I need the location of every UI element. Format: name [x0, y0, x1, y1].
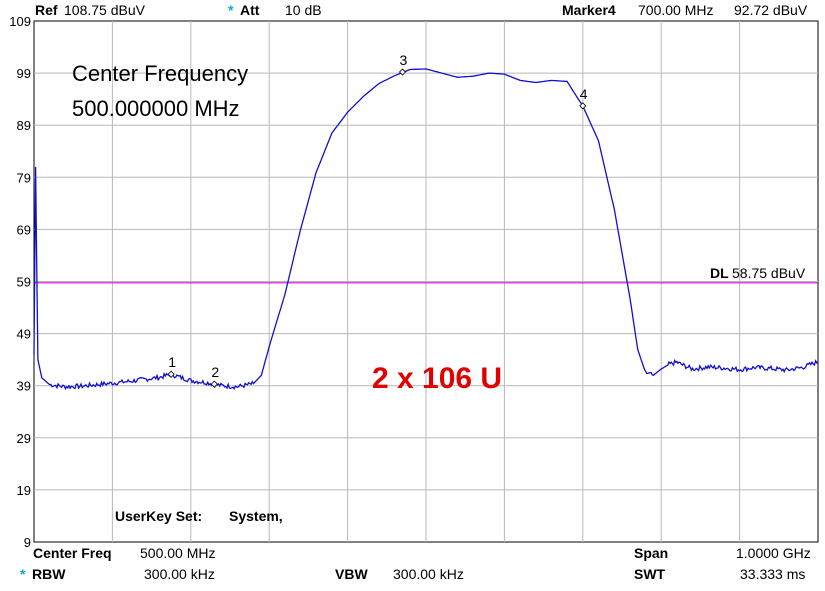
marker-1-label: 1	[168, 354, 176, 370]
vbw-label: VBW	[335, 566, 368, 582]
y-tick-label: 49	[17, 327, 31, 342]
marker-frequency: 700.00 MHz	[638, 2, 713, 18]
swt-label: SWT	[634, 566, 666, 582]
marker-2-label: 2	[211, 364, 219, 380]
y-tick-label: 59	[17, 275, 31, 290]
userkey-label: UserKey Set:	[115, 508, 202, 524]
marker-level: 92.72 dBuV	[734, 2, 808, 18]
marker-3-diamond	[398, 68, 407, 76]
y-tick-label: 79	[17, 170, 31, 185]
y-tick-label: 89	[17, 118, 31, 133]
userkey-value: System,	[229, 508, 283, 524]
ref-label: Ref	[35, 2, 58, 18]
marker-label: Marker4	[562, 2, 616, 18]
y-tick-label: 109	[9, 14, 31, 29]
y-tick-label: 39	[17, 379, 31, 394]
att-label: Att	[240, 2, 260, 18]
display-line-label: DL	[710, 265, 729, 281]
span-value: 1.0000 GHz	[736, 545, 811, 561]
marker-2-diamond	[210, 380, 218, 388]
y-tick-labels: 109 99 89 79 69 59 49 39 29 19 9	[9, 14, 31, 550]
trace-line	[33, 68, 819, 391]
center-freq-value: 500.00 MHz	[140, 545, 215, 561]
att-asterisk: *	[228, 2, 234, 18]
center-freq-label: Center Freq	[33, 545, 112, 561]
grid	[34, 21, 818, 542]
marker-4-diamond	[579, 102, 587, 110]
display-line-value: 58.75 dBuV	[732, 265, 806, 281]
span-label: Span	[634, 545, 668, 561]
rbw-value: 300.00 kHz	[144, 566, 215, 582]
amplifier-label: 2 x 106 U	[372, 362, 502, 395]
marker-4-label: 4	[580, 86, 588, 102]
markers: 1 2 3 4	[167, 52, 588, 388]
rbw-asterisk: *	[20, 566, 26, 582]
y-tick-label: 19	[17, 483, 31, 498]
center-frequency-title: Center Frequency	[72, 61, 248, 86]
swt-value: 33.333 ms	[740, 566, 805, 582]
att-value: 10 dB	[285, 2, 322, 18]
y-tick-label: 9	[24, 535, 31, 550]
rbw-label: RBW	[32, 566, 66, 582]
marker-3-label: 3	[399, 52, 407, 68]
center-frequency-value: 500.000000 MHz	[72, 96, 240, 121]
y-tick-label: 29	[17, 431, 31, 446]
vbw-value: 300.00 kHz	[393, 566, 464, 582]
ref-value: 108.75 dBuV	[64, 2, 146, 18]
y-tick-label: 69	[17, 222, 31, 237]
y-tick-label: 99	[17, 66, 31, 81]
marker-1-diamond	[167, 370, 175, 378]
